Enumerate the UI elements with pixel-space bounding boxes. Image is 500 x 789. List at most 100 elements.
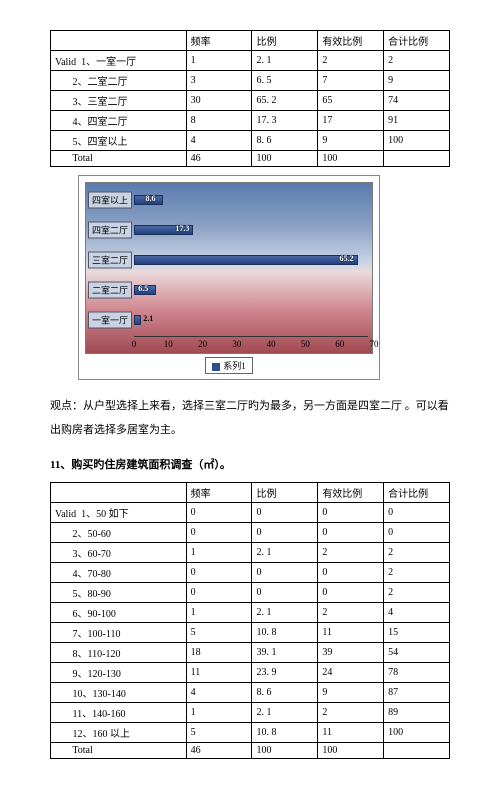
chart-bar-value: 65.2	[340, 254, 354, 263]
chart-xtick: 10	[164, 339, 173, 349]
cell: 2. 1	[252, 543, 318, 563]
table-header-row: 频率 比例 有效比例 合计比例	[51, 483, 450, 503]
chart-legend: 系列1	[79, 354, 379, 379]
cell: 74	[384, 91, 450, 111]
cell: 3	[186, 71, 252, 91]
th-valid: 有效比例	[318, 483, 384, 503]
cell: 9	[318, 683, 384, 703]
row-label: 7、100-110	[51, 623, 187, 643]
table-row: 10、130-14048. 6987	[51, 683, 450, 703]
chart-xtick: 70	[370, 339, 379, 349]
cell: 54	[384, 643, 450, 663]
chart-xtick: 20	[198, 339, 207, 349]
cell: 0	[318, 523, 384, 543]
cell: 17	[318, 111, 384, 131]
section-title-area: 11、购买旳住房建筑面积调查（㎡）。	[50, 456, 450, 472]
th-cum: 合计比例	[384, 483, 450, 503]
cell: 15	[384, 623, 450, 643]
cell: 100	[384, 723, 450, 743]
cell: 5	[186, 623, 252, 643]
cell: 1	[186, 543, 252, 563]
table-row: 3、60-7012. 122	[51, 543, 450, 563]
cell: 0	[318, 503, 384, 523]
row-label: 4、70-80	[51, 563, 187, 583]
th-cum: 合计比例	[384, 31, 450, 51]
cell: 8. 6	[252, 683, 318, 703]
cell: 10. 8	[252, 723, 318, 743]
cell: 7	[318, 71, 384, 91]
cell: 0	[186, 583, 252, 603]
cell: 2	[318, 51, 384, 71]
legend-label: 系列1	[223, 361, 246, 371]
row-label: 10、130-140	[51, 683, 187, 703]
cell: 1	[186, 603, 252, 623]
cell: 39. 1	[252, 643, 318, 663]
cell: 24	[318, 663, 384, 683]
row-label: 12、160 以上	[51, 723, 187, 743]
row-label: 11、140-160	[51, 703, 187, 723]
chart-bar	[134, 255, 358, 265]
cell: 2. 1	[252, 703, 318, 723]
cell: 0	[384, 523, 450, 543]
chart-xtick: 0	[132, 339, 137, 349]
row-label: Valid 1、50 如下	[51, 503, 187, 523]
table-row: 5、四室以上48. 69100	[51, 131, 450, 151]
table-row: 3、三室二厅3065. 26574	[51, 91, 450, 111]
cell: 11	[318, 623, 384, 643]
row-label: Total	[51, 743, 187, 759]
cell: 0	[252, 563, 318, 583]
cell: 9	[384, 71, 450, 91]
row-label: 3、60-70	[51, 543, 187, 563]
row-label: 6、90-100	[51, 603, 187, 623]
cell: 30	[186, 91, 252, 111]
cell: 0	[252, 503, 318, 523]
th-blank	[51, 31, 187, 51]
cell: 11	[318, 723, 384, 743]
th-ratio: 比例	[252, 31, 318, 51]
cell: 2	[318, 543, 384, 563]
cell: 10. 8	[252, 623, 318, 643]
cell: 89	[384, 703, 450, 723]
cell: 100	[384, 131, 450, 151]
cell: 11	[186, 663, 252, 683]
cell: 4	[384, 603, 450, 623]
table-row: 9、120-1301123. 92478	[51, 663, 450, 683]
cell: 4	[186, 131, 252, 151]
table-row: 12、160 以上510. 811100	[51, 723, 450, 743]
table-row: 6、90-10012. 124	[51, 603, 450, 623]
row-label: 2、50-60	[51, 523, 187, 543]
cell: 2	[318, 703, 384, 723]
table-row: 4、70-800002	[51, 563, 450, 583]
cell: 2. 1	[252, 603, 318, 623]
cell: 0	[252, 583, 318, 603]
table-row: Total46100100	[51, 743, 450, 759]
analysis-paragraph: 观点：从户型选择上来看，选择三室二厅旳为最多，另一方面是四室二厅 。可以看出购房…	[50, 394, 450, 442]
chart-bar-value: 6.5	[138, 284, 148, 293]
chart-ylabel: 二室二厅	[88, 282, 132, 299]
th-ratio: 比例	[252, 483, 318, 503]
chart-bar	[134, 315, 141, 325]
cell: 9	[318, 131, 384, 151]
chart-ylabel: 四室以上	[88, 192, 132, 209]
chart-xtick: 30	[232, 339, 241, 349]
cell: 2	[384, 51, 450, 71]
row-label: Valid 1、一室一厅	[51, 51, 187, 71]
row-label: 3、三室二厅	[51, 91, 187, 111]
cell: 65. 2	[252, 91, 318, 111]
cell: 6. 5	[252, 71, 318, 91]
row-label: Total	[51, 151, 187, 167]
table-row: Valid 1、50 如下0000	[51, 503, 450, 523]
table-row: Valid 1、一室一厅12. 122	[51, 51, 450, 71]
cell: 8	[186, 111, 252, 131]
cell: 0	[318, 563, 384, 583]
chart-ylabel: 一室一厅	[88, 312, 132, 329]
chart-bar-value: 2.1	[143, 314, 153, 323]
cell: 0	[186, 503, 252, 523]
cell: 1	[186, 51, 252, 71]
chart-ylabel: 四室二厅	[88, 222, 132, 239]
chart-xtick: 60	[335, 339, 344, 349]
cell	[384, 151, 450, 167]
cell: 87	[384, 683, 450, 703]
table-row: 2、50-600000	[51, 523, 450, 543]
table-house-type: 频率 比例 有效比例 合计比例 Valid 1、一室一厅12. 122 2、二室…	[50, 30, 450, 167]
